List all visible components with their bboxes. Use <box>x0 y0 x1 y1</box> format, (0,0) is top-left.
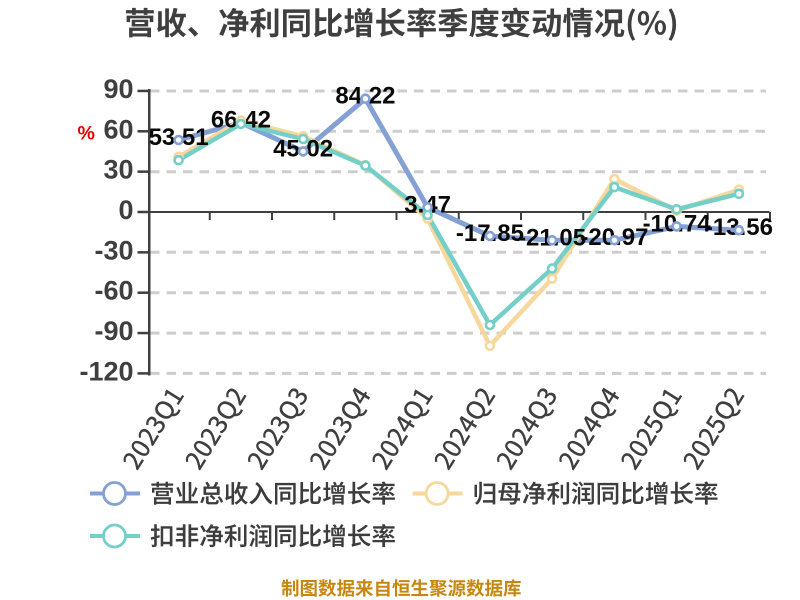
svg-text:-60: -60 <box>94 276 133 306</box>
svg-text:-90: -90 <box>94 316 133 346</box>
svg-text:%: % <box>78 123 95 145</box>
svg-text:60: 60 <box>103 114 133 144</box>
svg-text:30: 30 <box>103 155 133 185</box>
svg-text:90: 90 <box>103 74 133 104</box>
svg-text:0: 0 <box>118 195 133 225</box>
svg-text:-30: -30 <box>94 235 133 265</box>
svg-text:-120: -120 <box>79 356 133 386</box>
